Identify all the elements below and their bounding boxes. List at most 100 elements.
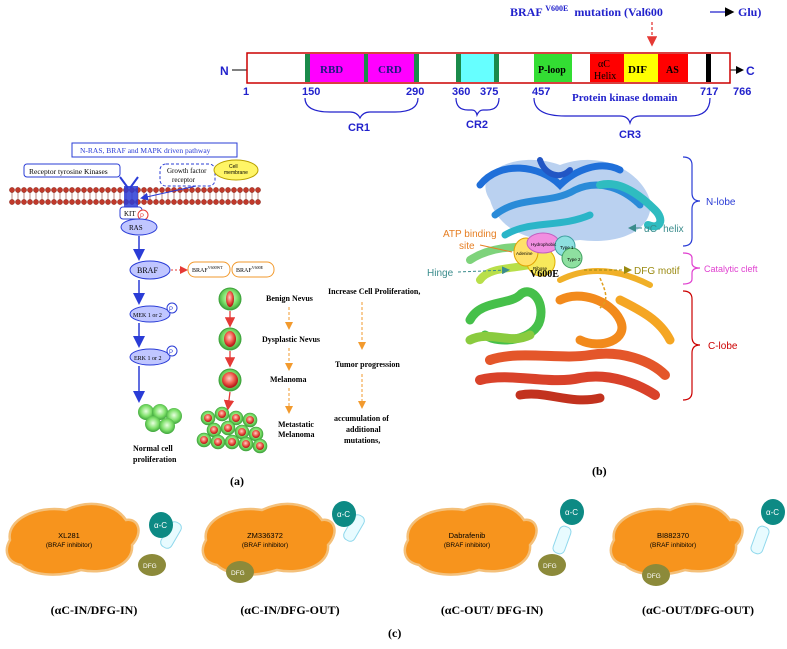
inhibitor-subtitle: (BRAF inhibitor) bbox=[242, 542, 288, 549]
kinase-blob bbox=[609, 502, 744, 576]
atp-label-1: ATP binding bbox=[443, 229, 497, 240]
dfg-icon bbox=[226, 561, 254, 583]
pos-360: 360 bbox=[452, 86, 470, 98]
ac-helix-label: αC- helix bbox=[644, 224, 684, 235]
dif-domain bbox=[624, 54, 658, 82]
alpha-c-label: α-C bbox=[766, 508, 779, 517]
ras-label: RAS bbox=[129, 224, 143, 232]
cr2-edge-right bbox=[494, 54, 499, 82]
ploop-domain bbox=[534, 54, 572, 82]
pocket-ribose: Ribose bbox=[533, 266, 548, 271]
c-terminus: C bbox=[746, 64, 755, 78]
braf-wt-box bbox=[187, 261, 231, 278]
dfg-icon bbox=[138, 554, 166, 576]
effect-progression: Tumor progression bbox=[335, 360, 400, 369]
normal-label-1: Normal cell bbox=[133, 444, 174, 453]
cr2-bracket bbox=[455, 97, 500, 118]
crd-edge-left bbox=[364, 54, 368, 82]
pos-375: 375 bbox=[480, 86, 498, 98]
phospho-kit-label: P bbox=[140, 214, 144, 220]
mutation-title: BRAF V600E mutation (Val600 bbox=[510, 0, 663, 19]
inhibitor-subtitle: (BRAF inhibitor) bbox=[444, 542, 490, 549]
rbd-label: RBD bbox=[320, 64, 343, 76]
pos-457: 457 bbox=[532, 86, 550, 98]
alpha-c-icon bbox=[149, 512, 173, 538]
cell-membrane-label-2: membrane bbox=[224, 170, 248, 176]
stage-metastatic-2: Melanoma bbox=[278, 430, 314, 439]
caption-a: (a) bbox=[230, 474, 244, 488]
mek-node bbox=[129, 305, 171, 323]
gfr-box bbox=[159, 163, 216, 187]
inhibitor-name: XL281 bbox=[58, 531, 80, 540]
braf-mut-label: BRAFV600E bbox=[236, 265, 264, 274]
panel-a: N-RAS, BRAF and MAPK driven pathway Rece… bbox=[9, 142, 420, 488]
cr2-domain bbox=[461, 54, 494, 82]
alpha-c-icon bbox=[332, 501, 356, 527]
hinge-label: Hinge bbox=[427, 268, 454, 279]
binding-state-label: (αC-IN/DFG-IN) bbox=[51, 603, 138, 617]
accum-label-1: accumulation of bbox=[334, 414, 389, 423]
rtk-label: Receptor tyrosine Kinases bbox=[29, 167, 108, 176]
helix-cylinder-icon bbox=[750, 525, 770, 555]
erk-node bbox=[129, 348, 171, 366]
inhibitor-state-3: α-C DFG Dabrafenib (BRAF inhibitor) (αC-OUT/… bbox=[403, 499, 584, 617]
braf-mut-box bbox=[231, 261, 275, 278]
dfg-motif-label: DFG motif bbox=[634, 266, 680, 277]
mek-label: MEK 1 or 2 bbox=[133, 313, 162, 319]
pocket-hydrophobic: Hydrophobic bbox=[531, 242, 557, 247]
gfr-label-1: Growth factor bbox=[167, 167, 207, 175]
cr3-bracket bbox=[533, 97, 711, 126]
pocket-type1: Type 1 bbox=[560, 245, 574, 250]
phospho-icon-erk bbox=[166, 345, 178, 357]
atp-label-2: site bbox=[459, 241, 475, 252]
cell-membrane-callout bbox=[213, 159, 259, 181]
inhibitor-name: BI882370 bbox=[657, 531, 689, 540]
crd-label: CRD bbox=[378, 64, 402, 76]
gfr-arrow bbox=[140, 185, 197, 201]
kinase-blob bbox=[403, 502, 538, 576]
binding-pocket: Hydrophobic Type 1 Type 2 Adenine Ribose bbox=[513, 232, 583, 277]
cr2-label: CR2 bbox=[466, 119, 488, 131]
accum-label-3: mutations, bbox=[344, 436, 380, 445]
braf-wt-label: BRAFV600WT bbox=[192, 265, 223, 274]
dfg-label: DFG bbox=[231, 570, 245, 577]
pathway-title: N-RAS, BRAF and MAPK driven pathway bbox=[80, 146, 211, 155]
pos-766: 766 bbox=[733, 86, 751, 98]
mutation-glu: Glu) bbox=[738, 5, 761, 19]
inhibitor-subtitle: (BRAF inhibitor) bbox=[46, 542, 92, 549]
normal-label-2: proliferation bbox=[133, 455, 177, 464]
rbd-domain bbox=[310, 54, 368, 82]
panel-b: Hydrophobic Type 1 Type 2 Adenine Ribose… bbox=[427, 156, 758, 478]
crd-edge-right bbox=[414, 54, 419, 82]
rbd-edge-left bbox=[305, 54, 310, 82]
inhibitor-state-1: α-C DFG XL281 (BRAF inhibitor) (αC-IN/DFG-IN… bbox=[5, 502, 182, 617]
dfg-label: DFG bbox=[543, 563, 557, 570]
pathway-title-box bbox=[71, 142, 238, 158]
caption-b: (b) bbox=[592, 464, 607, 478]
achelix-domain bbox=[590, 54, 624, 82]
dfg-icon bbox=[538, 554, 566, 576]
braf-label: BRAF bbox=[137, 266, 158, 275]
pkd-label: Protein kinase domain bbox=[572, 92, 678, 104]
dfg-label: DFG bbox=[143, 563, 157, 570]
kinase-blob bbox=[201, 502, 336, 576]
caption-c: (c) bbox=[388, 626, 401, 640]
receptor-body bbox=[124, 186, 138, 208]
cr3-label: CR3 bbox=[619, 129, 641, 141]
inhibitor-state-2: α-C DFG ZM336372 (BRAF inhibitor) (αC-IN/DFG… bbox=[201, 501, 365, 617]
cr1-bracket bbox=[304, 97, 419, 120]
rtk-box bbox=[23, 163, 121, 178]
stage-metastatic-1: Metastatic bbox=[278, 420, 314, 429]
ras-node bbox=[120, 218, 158, 236]
erk-label: ERK 1 or 2 bbox=[134, 356, 162, 362]
alpha-c-label: α-C bbox=[337, 510, 350, 519]
inhibitor-subtitle: (BRAF inhibitor) bbox=[650, 542, 696, 549]
pos-290: 290 bbox=[406, 86, 424, 98]
binding-state-label: (αC-OUT/ DFG-IN) bbox=[441, 603, 543, 617]
c-lobe-bracket bbox=[682, 290, 701, 401]
melanoma-progression bbox=[196, 287, 268, 454]
phospho-erk-label: P bbox=[169, 350, 173, 356]
ploop-label: P-loop bbox=[538, 65, 566, 76]
n-lobe-bracket bbox=[682, 156, 701, 247]
